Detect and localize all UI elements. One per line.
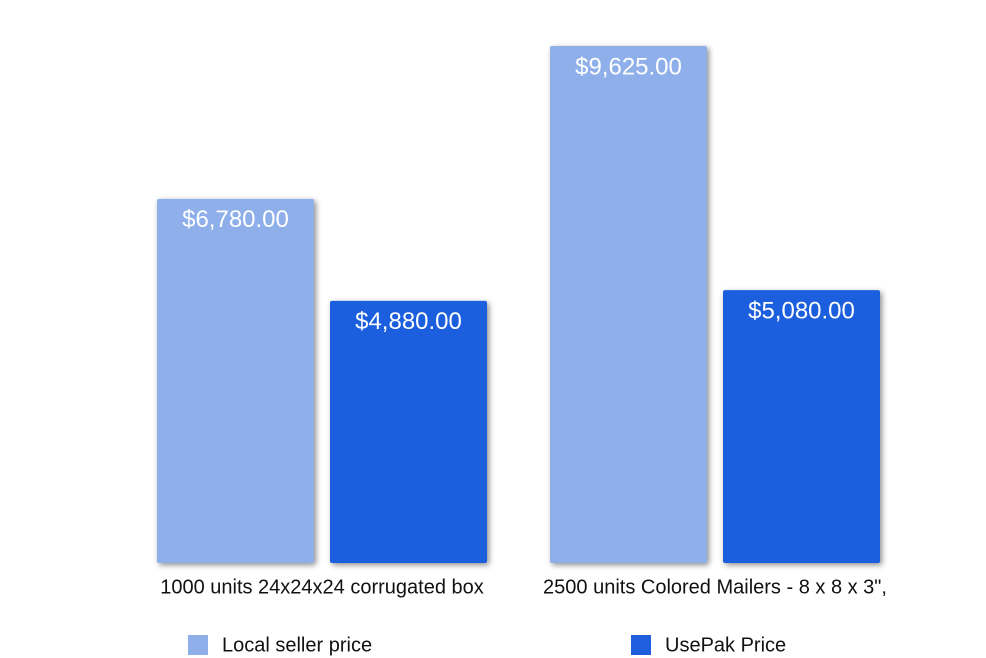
- bar: [330, 300, 487, 563]
- value-label: $9,625.00: [575, 53, 682, 80]
- value-label: $6,780.00: [182, 206, 289, 233]
- bar: [550, 46, 707, 563]
- value-label: $5,080.00: [748, 297, 855, 324]
- legend-label: UsePak Price: [665, 634, 786, 656]
- bar: [157, 198, 314, 563]
- value-label: $4,880.00: [355, 308, 462, 335]
- x-tick-label: 1000 units 24x24x24 corrugated box: [160, 576, 484, 598]
- x-tick-label: 2500 units Colored Mailers - 8 x 8 x 3",: [543, 576, 887, 598]
- legend-swatch: [631, 635, 651, 655]
- bar: [723, 290, 880, 563]
- legend-swatch: [188, 635, 208, 655]
- legend-label: Local seller price: [222, 634, 372, 656]
